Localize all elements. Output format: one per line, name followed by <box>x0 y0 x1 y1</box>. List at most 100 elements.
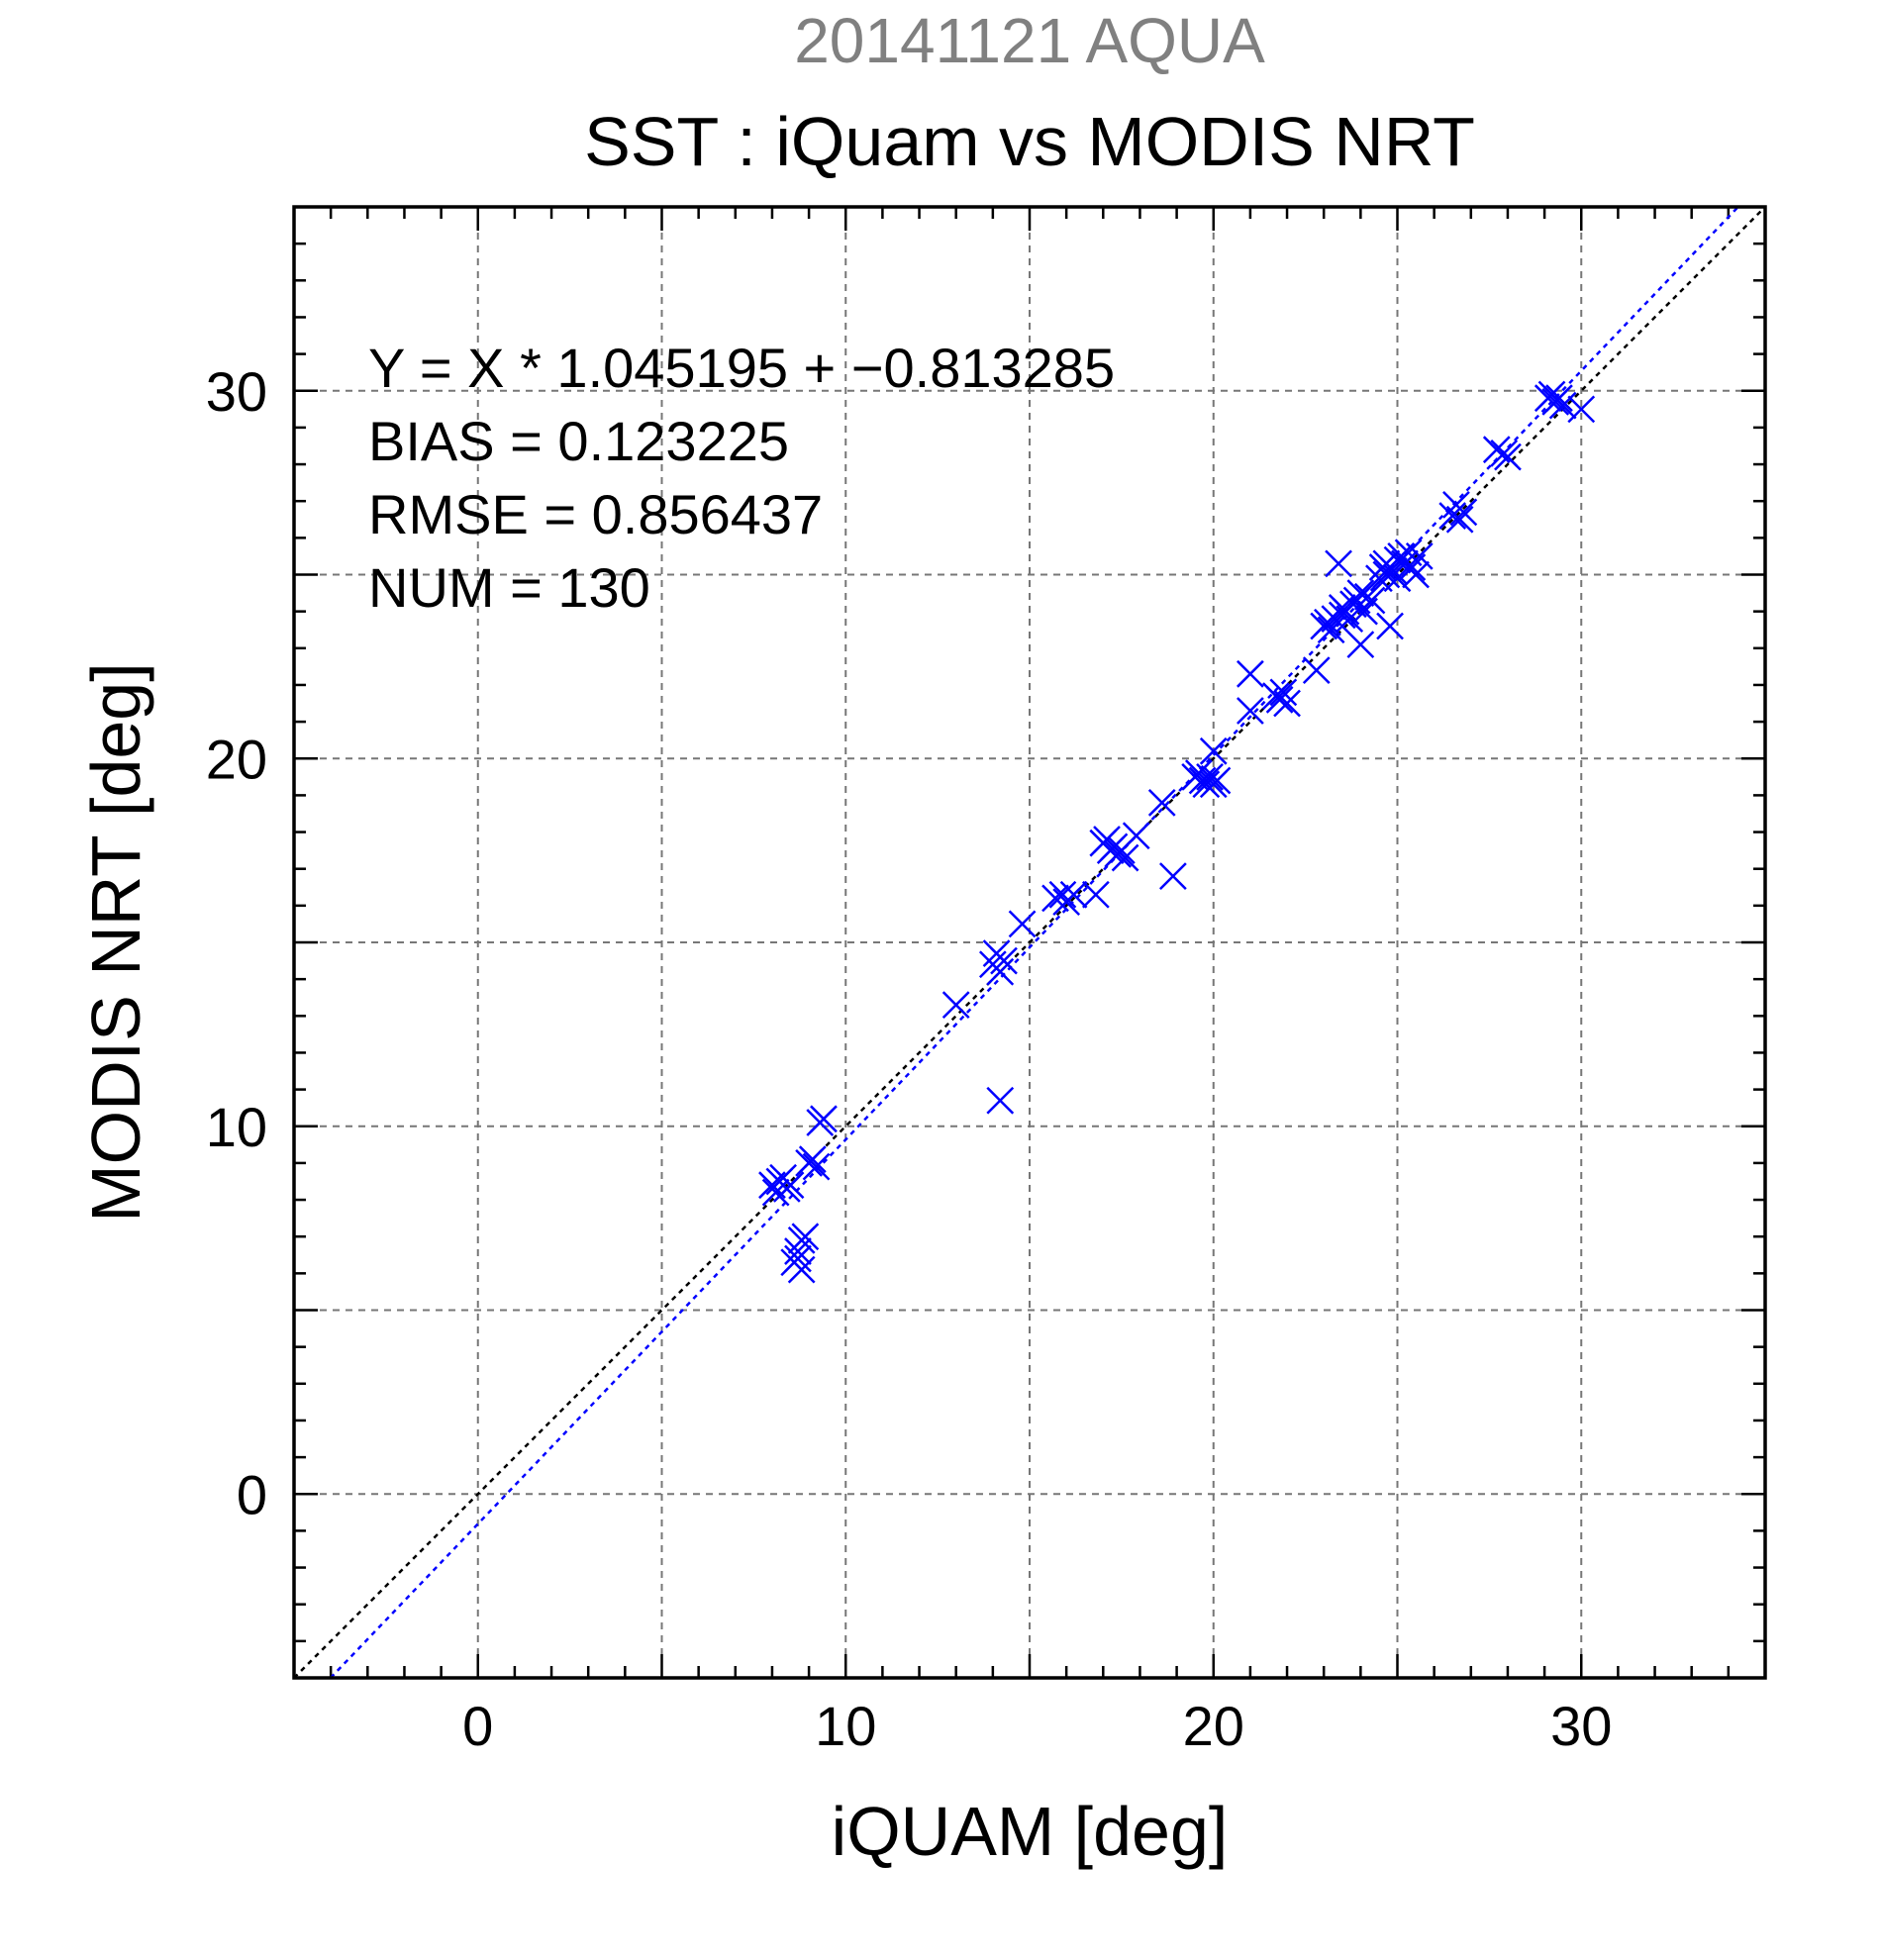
data-point-stroke <box>1346 579 1375 607</box>
data-point <box>1346 631 1375 658</box>
data-point <box>1192 770 1221 799</box>
data-point-stroke <box>1438 502 1467 530</box>
data-point <box>1383 564 1412 593</box>
data-point-stroke <box>798 1145 827 1174</box>
data-point-stroke <box>1494 442 1522 471</box>
data-point-stroke <box>1302 656 1331 684</box>
data-point-stroke <box>1376 612 1404 640</box>
y-tick-label: 30 <box>206 360 267 423</box>
data-point-stroke <box>1545 384 1573 413</box>
x-tick-label: 10 <box>815 1695 876 1757</box>
data-point-stroke <box>986 957 1015 986</box>
data-point <box>1008 910 1037 938</box>
data-point-stroke <box>1567 395 1596 424</box>
data-point-stroke <box>1111 843 1139 872</box>
data-point-stroke <box>1372 560 1401 589</box>
data-point <box>761 1178 790 1207</box>
x-tick-labels: 0 10 20 30 <box>462 1695 1612 1757</box>
stats-rmse: RMSE = 0.856437 <box>368 483 823 545</box>
data-point-stroke <box>1449 498 1478 527</box>
data-point <box>1545 384 1573 413</box>
data-point-stroke <box>1445 505 1474 534</box>
data-point <box>1402 560 1430 589</box>
data-point <box>791 1223 820 1251</box>
data-point <box>1548 391 1577 420</box>
data-point <box>784 1237 812 1265</box>
data-point-stroke <box>1317 616 1345 644</box>
x-tick-label: 0 <box>462 1695 493 1757</box>
data-point <box>1122 822 1150 850</box>
data-point <box>810 1105 838 1133</box>
data-point <box>1203 766 1232 795</box>
y-tick-label: 20 <box>206 728 267 790</box>
data-point-stroke <box>810 1105 838 1133</box>
data-point <box>1048 880 1077 909</box>
data-point-stroke <box>1199 736 1228 765</box>
data-point <box>986 957 1015 986</box>
data-point <box>1567 395 1596 424</box>
stats-annotation: Y = X * 1.045195 + −0.813285 BIAS = 0.12… <box>368 337 1115 619</box>
data-point <box>1265 685 1294 714</box>
data-point-stroke <box>1192 770 1221 799</box>
data-point <box>784 1244 812 1273</box>
data-point <box>1438 502 1467 530</box>
identity-line <box>293 206 1766 1679</box>
x-tick-label: 20 <box>1183 1695 1244 1757</box>
data-point <box>1405 542 1434 570</box>
data-point-stroke <box>776 1171 805 1200</box>
data-point-stroke <box>1147 788 1176 817</box>
data-point-stroke <box>1081 880 1110 909</box>
data-point <box>986 1086 1015 1115</box>
data-point-stroke <box>1185 759 1213 787</box>
data-point-stroke <box>1203 766 1232 795</box>
data-point <box>1111 843 1139 872</box>
data-point <box>941 991 970 1020</box>
data-point-stroke <box>1405 542 1434 570</box>
data-point-stroke <box>1237 659 1264 688</box>
data-point-stroke <box>990 946 1018 975</box>
data-point-stroke <box>1008 910 1037 938</box>
data-point-stroke <box>1196 762 1224 791</box>
data-point-stroke <box>1325 549 1352 578</box>
data-point <box>776 1171 805 1200</box>
plot-frame <box>292 205 1767 1680</box>
x-tick-label: 30 <box>1550 1695 1612 1757</box>
data-point <box>1302 656 1331 684</box>
data-point-stroke <box>1402 560 1430 589</box>
data-point <box>1196 762 1224 791</box>
data-point <box>1449 498 1478 527</box>
data-point-stroke <box>1357 586 1386 615</box>
data-point <box>1159 862 1187 891</box>
chart-title: SST : iQuam vs MODIS NRT <box>584 103 1475 180</box>
stats-equation: Y = X * 1.045195 + −0.813285 <box>368 337 1115 399</box>
data-point <box>1317 616 1345 644</box>
data-point-stroke <box>784 1244 812 1273</box>
data-point-stroke <box>1159 862 1187 891</box>
data-point <box>1357 586 1386 615</box>
data-point <box>787 1255 816 1284</box>
data-point <box>990 946 1018 975</box>
data-point <box>1147 788 1176 817</box>
data-point-stroke <box>1265 685 1294 714</box>
data-point-stroke <box>1122 822 1150 850</box>
data-point-stroke <box>784 1237 812 1265</box>
y-axis-label: MODIS NRT [deg] <box>77 662 154 1222</box>
data-point <box>1372 560 1401 589</box>
data-point-stroke <box>1041 884 1069 913</box>
data-point-stroke <box>941 991 970 1020</box>
data-point-stroke <box>1269 678 1298 707</box>
data-points <box>758 380 1596 1284</box>
data-point <box>1237 659 1264 688</box>
data-point <box>1494 442 1522 471</box>
data-point <box>1273 689 1301 718</box>
data-point-stroke <box>1548 391 1577 420</box>
data-point <box>1081 880 1110 909</box>
data-point-stroke <box>802 1152 831 1181</box>
data-point <box>1376 612 1404 640</box>
data-point <box>1059 880 1088 909</box>
data-point <box>1445 505 1474 534</box>
data-point-stroke <box>1048 880 1077 909</box>
x-axis-label: iQUAM [deg] <box>832 1793 1229 1870</box>
data-point-stroke <box>1342 586 1371 615</box>
